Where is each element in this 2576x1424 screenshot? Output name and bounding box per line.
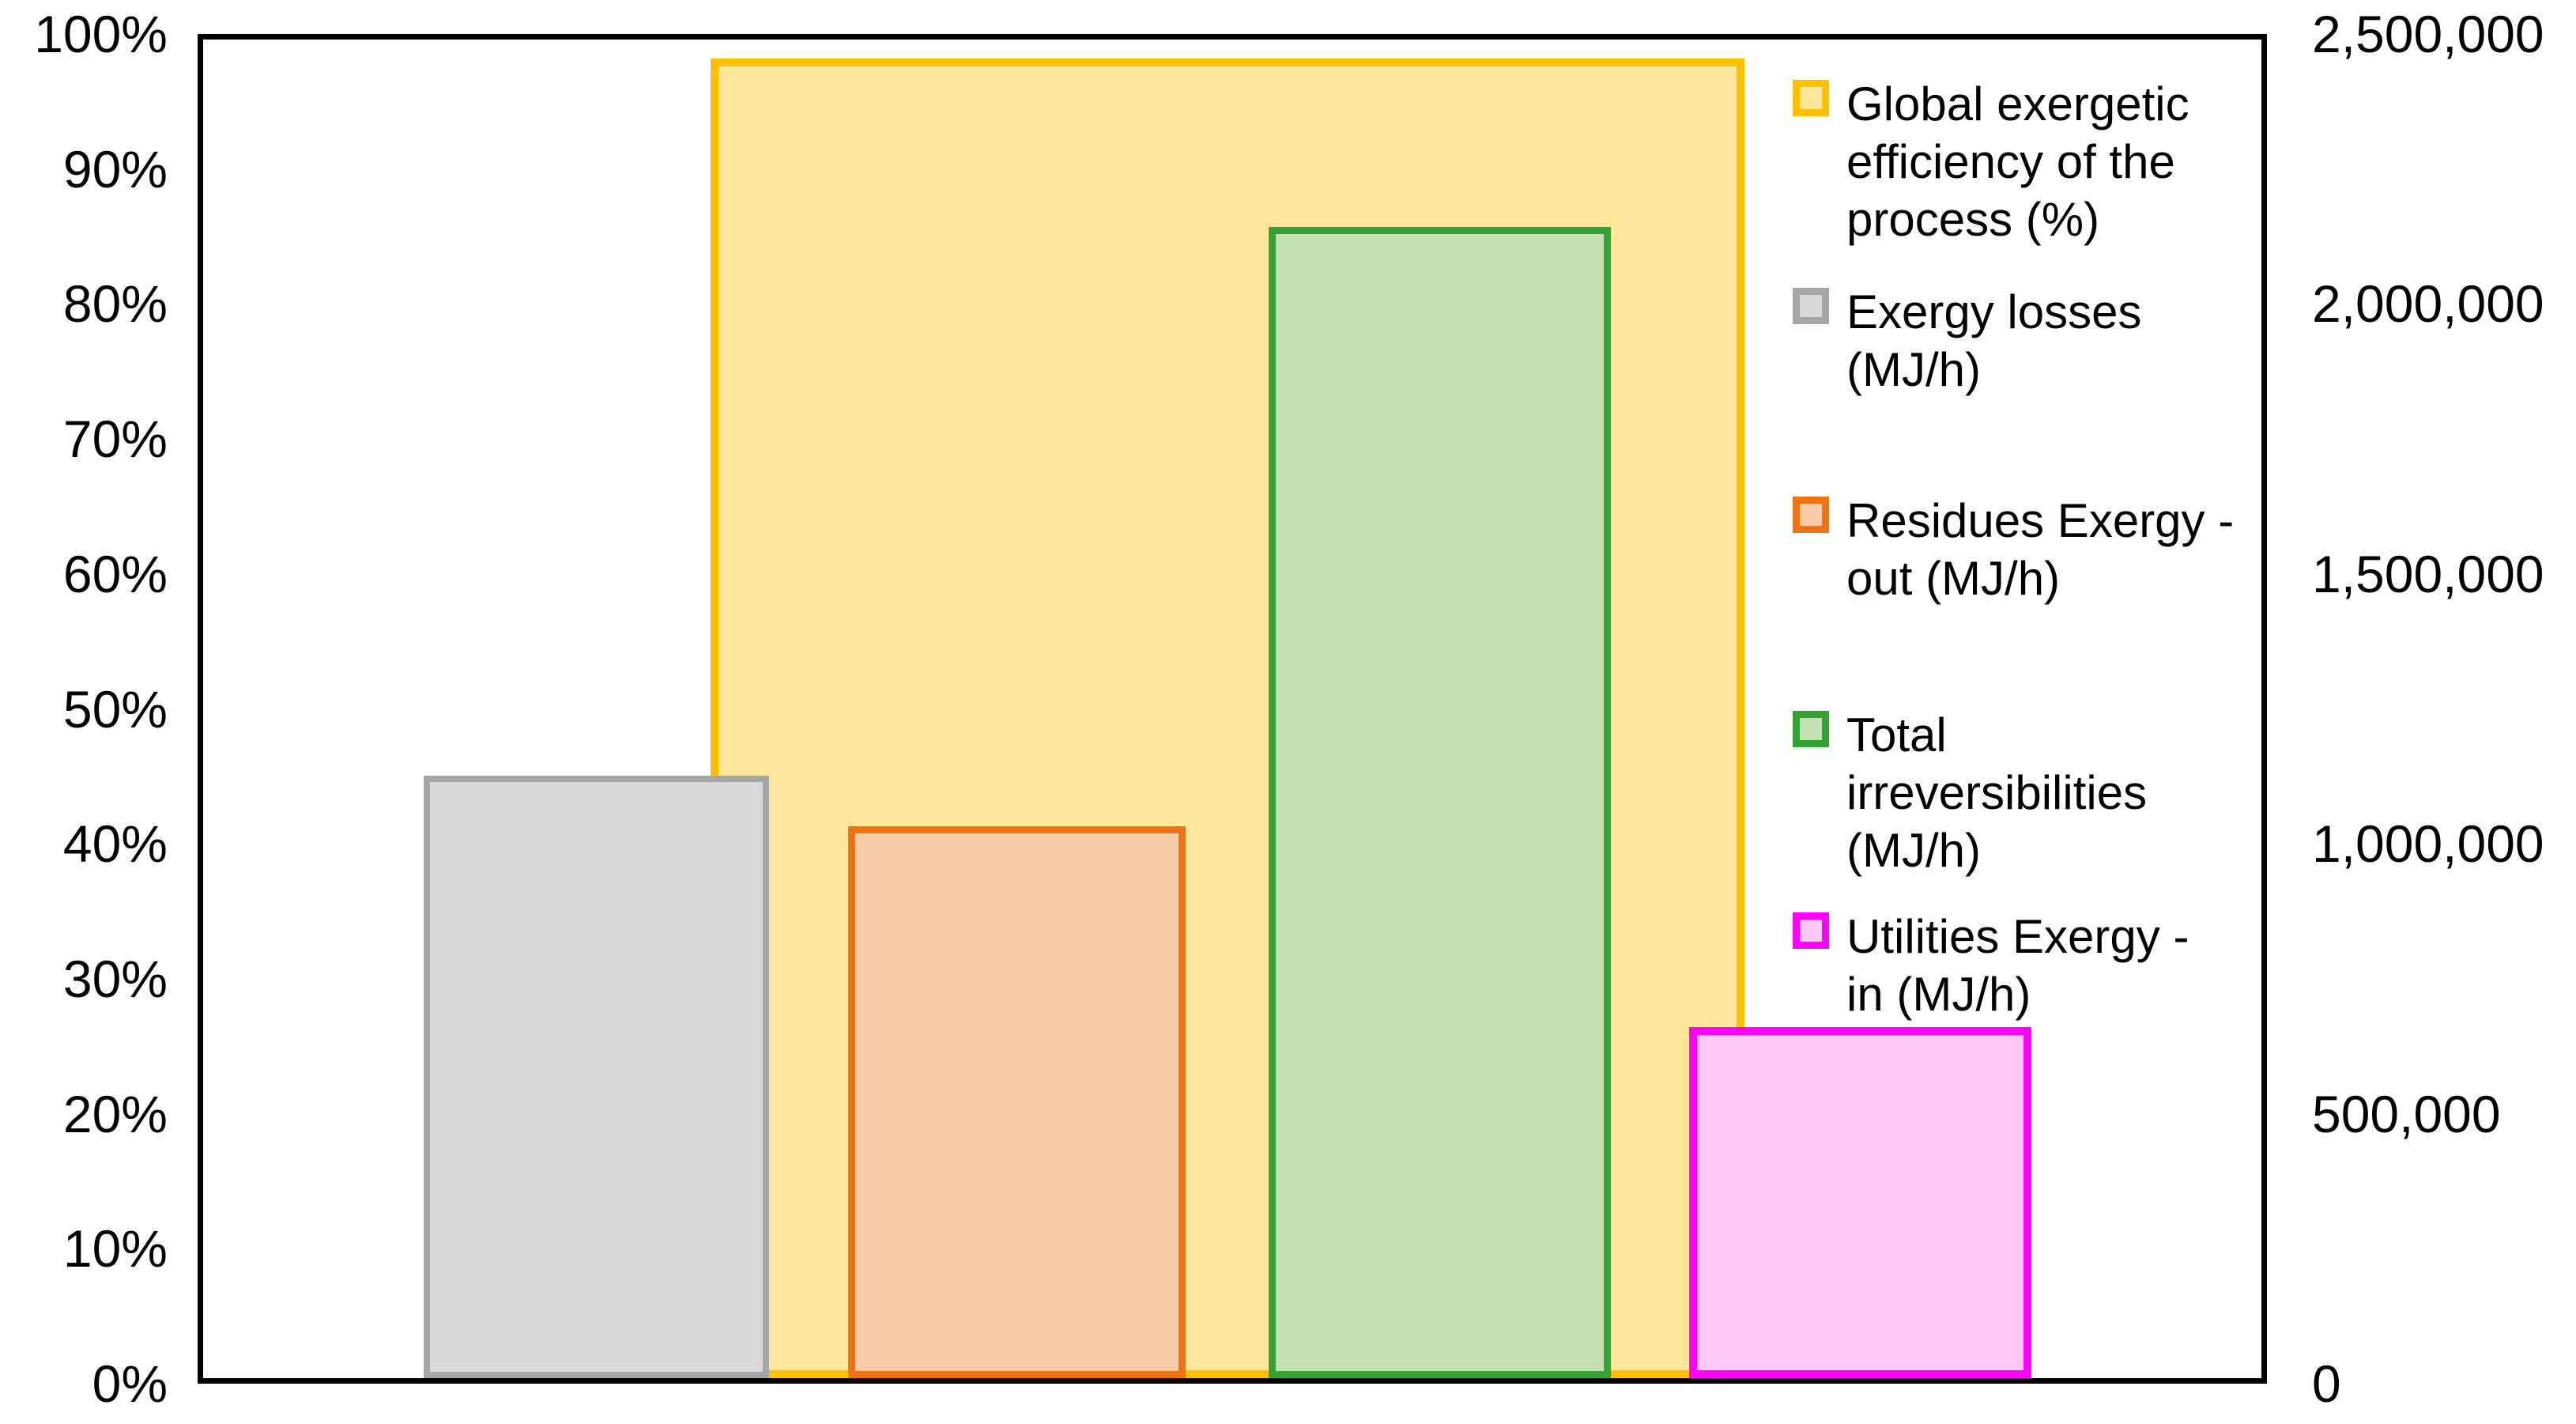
axis-tick-label: 100%: [34, 5, 168, 63]
legend-marker-exergy-losses: [1793, 288, 1829, 324]
plot-area: [198, 34, 2267, 1384]
legend-marker-utilities-exergy-in: [1793, 912, 1829, 949]
axis-tick-label: 30%: [62, 949, 168, 1008]
legend-item-exergy-losses: Exergy losses (MJ/h): [1793, 283, 2297, 398]
chart-legend: Global exergetic efficiency of the proce…: [1793, 0, 2314, 1424]
legend-label-total-irreversibilities: Total irreversibilities (MJ/h): [1846, 708, 2148, 878]
legend-marker-residues-exergy-out: [1793, 497, 1829, 533]
axis-tick-label: 50%: [62, 679, 168, 738]
left-axis-ticks: 100% 90% 80% 70% 60% 50% 40% 30% 20% 10% 0%: [0, 8, 168, 1410]
legend-marker-total-irreversibilities: [1793, 711, 1829, 747]
axis-tick-label: 70%: [62, 410, 168, 469]
axis-tick-label: 2,000,000: [2312, 274, 2544, 334]
bar-utilities-exergy-in: [1688, 1027, 2032, 1378]
legend-label-global-exergetic-efficiency: Global exergetic efficiency of the proce…: [1846, 77, 2189, 247]
axis-tick-label: 500,000: [2312, 1084, 2501, 1143]
axis-tick-label: 40%: [62, 814, 168, 874]
bar-exergy-losses: [424, 776, 770, 1378]
legend-item-global-exergetic-efficiency: Global exergetic efficiency of the proce…: [1793, 75, 2297, 249]
legend-label-utilities-exergy-in: Utilities Exergy - in (MJ/h): [1846, 910, 2189, 1022]
legend-marker-global-exergetic-efficiency: [1793, 80, 1829, 116]
legend-item-total-irreversibilities: Total irreversibilities (MJ/h): [1793, 706, 2297, 880]
bar-total-irreversibilities: [1268, 227, 1611, 1378]
axis-tick-label: 1,500,000: [2312, 544, 2544, 603]
bar-residues-exergy-out: [847, 826, 1186, 1378]
right-axis-ticks: 2,500,000 2,000,000 1,500,000 1,000,000 500,…: [2312, 8, 2576, 1410]
axis-tick-label: 0: [2312, 1354, 2341, 1413]
legend-item-utilities-exergy-in: Utilities Exergy - in (MJ/h): [1793, 908, 2297, 1023]
axis-tick-label: 1,000,000: [2312, 814, 2544, 874]
legend-label-exergy-losses: Exergy losses (MJ/h): [1846, 285, 2142, 397]
axis-tick-label: 2,500,000: [2312, 5, 2544, 63]
axis-tick-label: 90%: [62, 139, 168, 198]
axis-tick-label: 20%: [62, 1084, 168, 1143]
axis-tick-label: 60%: [62, 544, 168, 603]
legend-item-residues-exergy-out: Residues Exergy - out (MJ/h): [1793, 492, 2297, 607]
axis-tick-label: 0%: [92, 1354, 168, 1413]
legend-label-residues-exergy-out: Residues Exergy - out (MJ/h): [1846, 494, 2235, 606]
axis-tick-label: 10%: [62, 1219, 168, 1279]
axis-tick-label: 80%: [62, 274, 168, 334]
